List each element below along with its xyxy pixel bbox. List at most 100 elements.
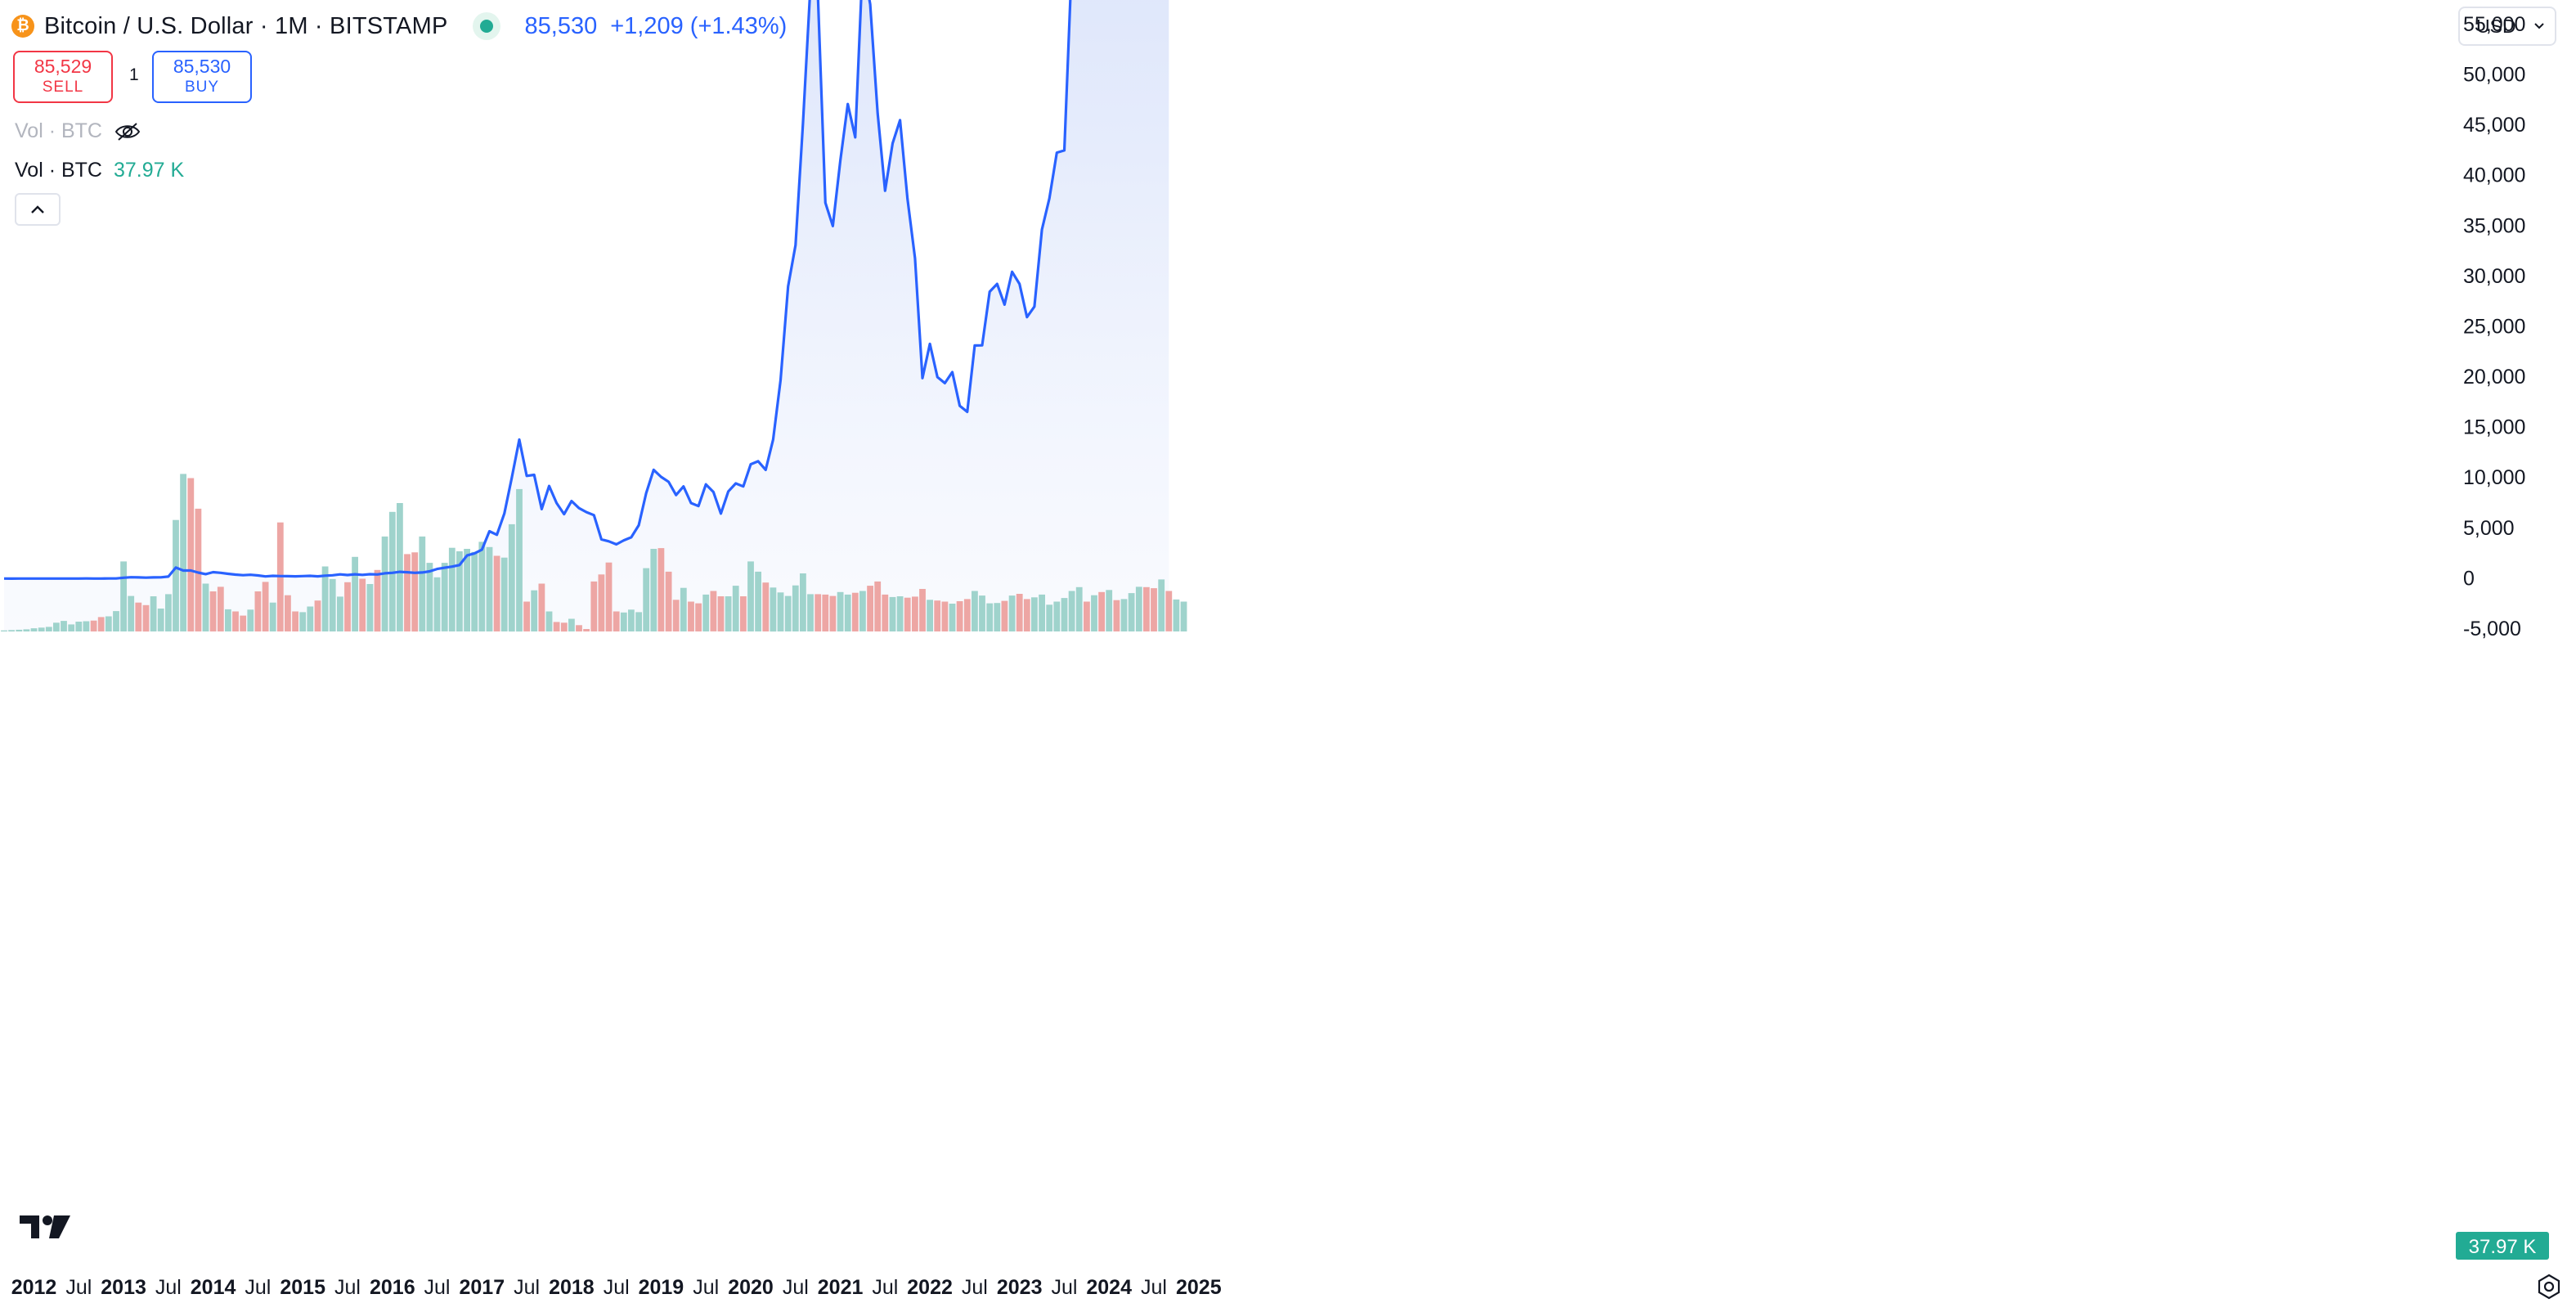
volume-bar — [97, 617, 105, 631]
volume-bar — [419, 536, 426, 631]
volume-bar — [762, 582, 770, 631]
volume-bar — [456, 551, 463, 631]
volume-bar — [292, 611, 298, 631]
volume-bar — [61, 621, 67, 631]
volume-bar — [352, 556, 358, 631]
volume-bar — [1039, 594, 1045, 631]
volume-bar — [1151, 588, 1157, 631]
volume-bar — [1173, 599, 1180, 631]
volume-bar — [792, 585, 799, 631]
volume-bar — [254, 591, 262, 631]
volume-bar — [1068, 591, 1075, 631]
y-tick-label: -5,000 — [2463, 618, 2521, 640]
buy-label: BUY — [184, 79, 220, 96]
x-tick-label: Jul — [155, 1276, 182, 1299]
volume-legend[interactable]: Vol · BTC 37.97 K — [15, 159, 184, 182]
x-tick-label: Jul — [604, 1276, 630, 1299]
market-status-icon[interactable] — [472, 12, 500, 40]
volume-bar — [1098, 591, 1105, 631]
x-tick-label: 2020 — [728, 1276, 774, 1299]
volume-bar — [1143, 586, 1150, 631]
x-tick-label: Jul — [245, 1276, 271, 1299]
volume-bar — [613, 611, 620, 631]
y-tick-label: 45,000 — [2463, 114, 2525, 137]
volume-bar — [240, 615, 247, 631]
volume-bar — [247, 609, 254, 631]
chevron-down-icon — [2534, 23, 2544, 29]
volume-bar — [321, 566, 329, 631]
x-tick-label: 2012 — [11, 1276, 57, 1299]
volume-bar — [471, 551, 478, 631]
volume-bar — [307, 606, 314, 631]
symbol-title[interactable]: Bitcoin / U.S. Dollar · 1M · BITSTAMP — [44, 12, 448, 39]
volume-bar — [508, 523, 515, 632]
x-tick-label: 2015 — [280, 1276, 325, 1299]
volume-bar — [605, 562, 613, 631]
volume-bar — [150, 596, 157, 631]
y-tick-label: 55,000 — [2463, 13, 2525, 36]
x-tick-label: 2023 — [997, 1276, 1043, 1299]
x-tick-label: 2014 — [191, 1276, 236, 1299]
volume-bar — [157, 609, 164, 631]
volume-bar — [807, 594, 814, 631]
volume-bar — [120, 561, 127, 631]
volume-bar — [635, 612, 642, 631]
volume-bar — [165, 594, 172, 631]
volume-bar — [16, 629, 23, 631]
price-change: +1,209 (+1.43%) — [610, 12, 788, 39]
volume-bar — [553, 622, 560, 631]
volume-bar — [538, 583, 545, 631]
spread-value: 1 — [129, 65, 139, 84]
volume-bar — [426, 563, 433, 631]
eye-crossed-icon[interactable] — [114, 121, 141, 142]
volume-bar — [1106, 590, 1113, 631]
x-tick-label: 2018 — [549, 1276, 595, 1299]
volume-bar — [359, 578, 366, 631]
volume-bar — [105, 616, 112, 631]
volume-bar — [1165, 591, 1173, 631]
volume-bar — [1053, 601, 1061, 631]
sell-button[interactable]: 85,529 SELL — [13, 51, 113, 103]
volume-bar — [972, 591, 978, 631]
volume-bar — [135, 602, 142, 631]
volume-bar — [851, 592, 859, 631]
buy-button[interactable]: 85,530 BUY — [152, 51, 252, 103]
volume-bar — [837, 591, 844, 631]
volume-bar — [800, 573, 806, 631]
volume-bar — [1135, 586, 1142, 631]
x-tick-label: Jul — [65, 1276, 92, 1299]
volume-bar — [934, 600, 941, 631]
chevron-up-icon — [31, 205, 44, 213]
volume-bar — [986, 603, 994, 631]
x-tick-label: 2021 — [818, 1276, 864, 1299]
volume-bar — [53, 622, 60, 632]
y-tick-label: 25,000 — [2463, 315, 2525, 338]
volume-bar — [516, 488, 523, 632]
volume-bar — [8, 630, 15, 631]
currency-select[interactable]: USD — [2458, 7, 2556, 46]
x-tick-label: 2017 — [459, 1276, 505, 1299]
volume-bar — [1084, 601, 1090, 631]
volume-bar — [329, 578, 336, 631]
volume-bar — [344, 582, 351, 631]
volume-bar — [337, 596, 343, 631]
bitcoin-icon: ₿ — [11, 15, 34, 38]
currency-value: USD — [2476, 15, 2516, 37]
volume-bar — [829, 595, 837, 631]
collapse-legend-button[interactable] — [15, 193, 61, 226]
last-price: 85,530 — [524, 12, 598, 39]
volume-bar — [889, 596, 896, 631]
volume-bar — [815, 594, 822, 631]
volume-bar — [710, 591, 717, 631]
gear-icon[interactable] — [2535, 1273, 2563, 1301]
tradingview-logo[interactable] — [18, 1214, 72, 1240]
volume-bar — [628, 609, 635, 631]
volume-bar — [702, 594, 710, 631]
volume-bar — [1180, 601, 1187, 631]
volume-bar — [299, 612, 307, 631]
volume-bar — [374, 569, 381, 632]
volume-bar — [576, 625, 582, 631]
volume-bar — [979, 595, 985, 631]
hidden-series-legend[interactable]: Vol · BTC — [15, 119, 141, 143]
